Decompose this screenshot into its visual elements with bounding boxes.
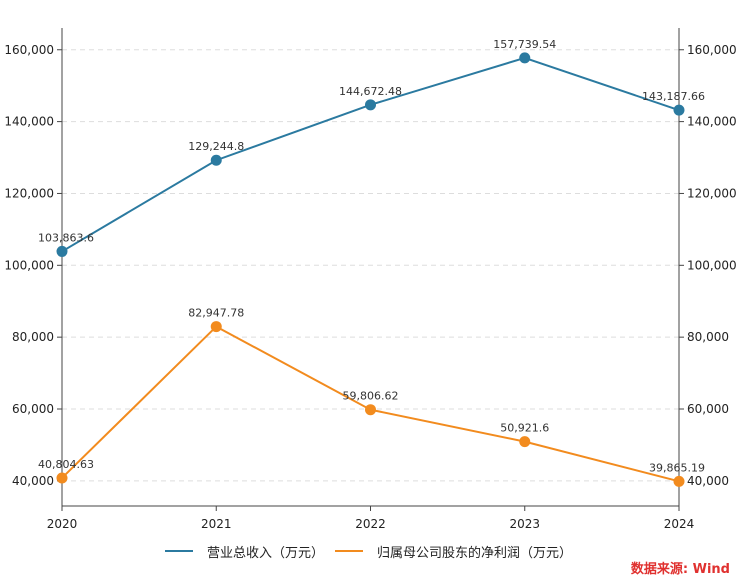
data-label-s1-4: 39,865.19 [649, 461, 705, 474]
line-chart: 40,000 40,000 60,000 60,000 80,000 80,000 100,… [4, 28, 737, 531]
data-label-s0-0: 103,863.6 [38, 231, 94, 244]
y-tick-label-left-3: 100,000 [4, 258, 54, 272]
data-label-s0-4: 143,187.66 [642, 90, 705, 103]
y-tick-label-left-4: 120,000 [4, 186, 54, 200]
data-point-s0-3 [519, 52, 531, 64]
data-point-s1-0 [56, 472, 68, 484]
x-tick-label-0: 2020 [47, 517, 78, 531]
x-tick-label-2: 2022 [355, 517, 386, 531]
data-point-s0-1 [210, 154, 222, 166]
y-tick-label-right-5: 140,000 [687, 115, 737, 129]
data-label-s0-2: 144,672.48 [339, 85, 402, 98]
data-label-s1-0: 40,804.63 [38, 458, 94, 471]
data-label-s0-3: 157,739.54 [493, 38, 556, 51]
data-label-s1-2: 59,806.62 [343, 390, 399, 403]
legend-swatch-revenue [165, 550, 193, 552]
data-point-s1-3 [519, 436, 531, 448]
data-point-s1-2 [365, 404, 376, 416]
y-tick-label-right-0: 40,000 [687, 474, 729, 488]
legend-swatch-net-profit [335, 550, 363, 552]
y-tick-label-left-0: 40,000 [12, 474, 54, 488]
y-tick-label-left-5: 140,000 [4, 115, 54, 129]
data-label-s1-1: 82,947.78 [188, 307, 244, 320]
y-tick-label-left-6: 160,000 [4, 43, 54, 57]
x-tick-label-4: 2024 [664, 517, 695, 531]
legend: 营业总收入（万元） 归属母公司股东的净利润（万元） [0, 540, 746, 562]
y-tick-label-right-4: 120,000 [687, 186, 737, 200]
legend-label-revenue: 营业总收入（万元） [207, 545, 325, 561]
data-source: 数据来源: Wind [630, 562, 730, 577]
legend-label-net-profit: 归属母公司股东的净利润（万元） [377, 545, 573, 561]
series-line-1 [61, 325, 680, 483]
data-point-s1-1 [210, 321, 222, 333]
data-point-s0-2 [365, 99, 376, 111]
legend-item-net-profit[interactable]: 归属母公司股东的净利润（万元） [335, 540, 572, 562]
y-tick-label-right-6: 160,000 [687, 43, 737, 57]
y-tick-label-left-1: 60,000 [12, 402, 54, 416]
legend-item-revenue[interactable]: 营业总收入（万元） [165, 540, 324, 562]
y-tick-label-left-2: 80,000 [12, 330, 54, 344]
data-label-s0-1: 129,244.8 [188, 140, 244, 153]
y-tick-label-right-1: 60,000 [687, 402, 729, 416]
data-label-s1-3: 50,921.6 [500, 422, 549, 435]
data-point-s1-4 [673, 475, 685, 487]
x-tick-label-3: 2023 [509, 517, 540, 531]
data-point-s0-4 [673, 104, 685, 116]
x-tick-label-1: 2021 [201, 517, 232, 531]
y-tick-label-right-2: 80,000 [687, 330, 729, 344]
y-tick-label-right-3: 100,000 [687, 258, 737, 272]
data-point-s0-0 [56, 245, 68, 257]
